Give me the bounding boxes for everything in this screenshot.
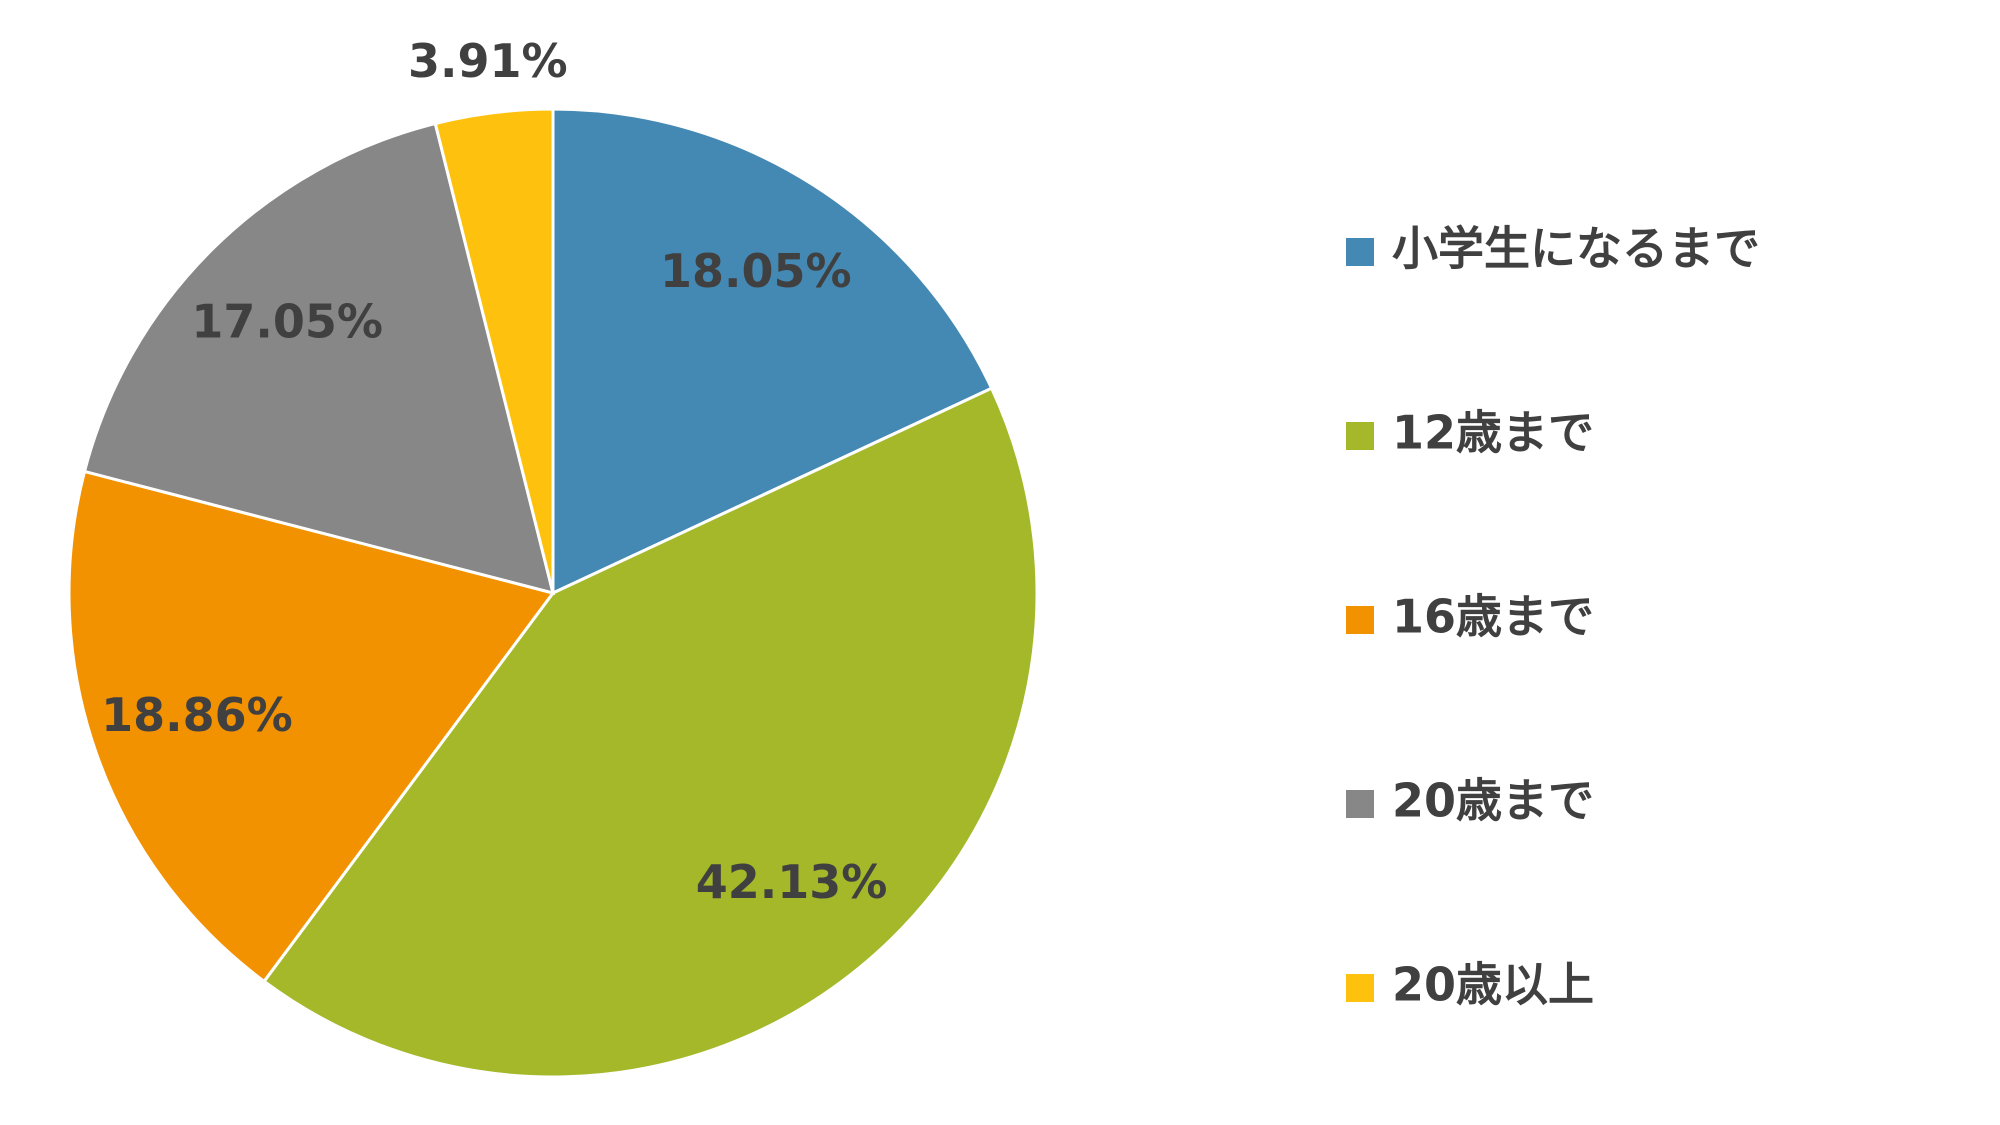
legend-label: 16歳まで (1392, 590, 1594, 644)
data-label: 3.91% (408, 34, 568, 88)
pie-slice (551, 107, 994, 596)
data-label: 42.13% (696, 855, 888, 909)
legend-label: 小学生になるまで (1392, 222, 1760, 276)
legend-swatch (1346, 606, 1374, 634)
legend-swatch (1346, 422, 1374, 450)
data-label: 18.86% (101, 688, 293, 742)
pie-slice (262, 386, 1039, 1079)
legend-label: 20歳以上 (1392, 958, 1594, 1012)
pie-slice (82, 121, 556, 596)
legend-swatch (1346, 238, 1374, 266)
legend-label: 20歳まで (1392, 774, 1594, 828)
legend-swatch (1346, 790, 1374, 818)
data-label: 17.05% (191, 294, 383, 348)
legend-label: 12歳まで (1392, 406, 1594, 460)
pie-slice (433, 107, 555, 594)
pie-slice (67, 469, 556, 984)
legend-swatch (1346, 974, 1374, 1002)
data-label: 18.05% (660, 244, 852, 298)
